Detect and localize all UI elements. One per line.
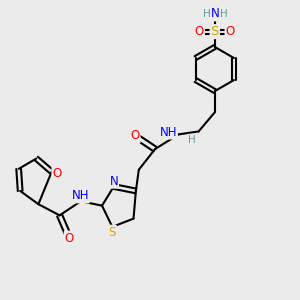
Text: O: O [52,167,62,180]
Text: H: H [220,9,228,19]
Text: N: N [211,8,220,20]
Text: NH: NH [160,125,177,139]
Text: O: O [226,25,235,38]
Text: NH: NH [71,189,89,203]
Text: H: H [203,9,210,19]
Text: O: O [195,25,204,38]
Text: S: S [211,25,219,38]
Text: S: S [109,226,116,238]
Text: N: N [110,175,118,188]
Text: H: H [188,135,196,145]
Text: O: O [130,129,140,142]
Text: O: O [65,232,74,244]
